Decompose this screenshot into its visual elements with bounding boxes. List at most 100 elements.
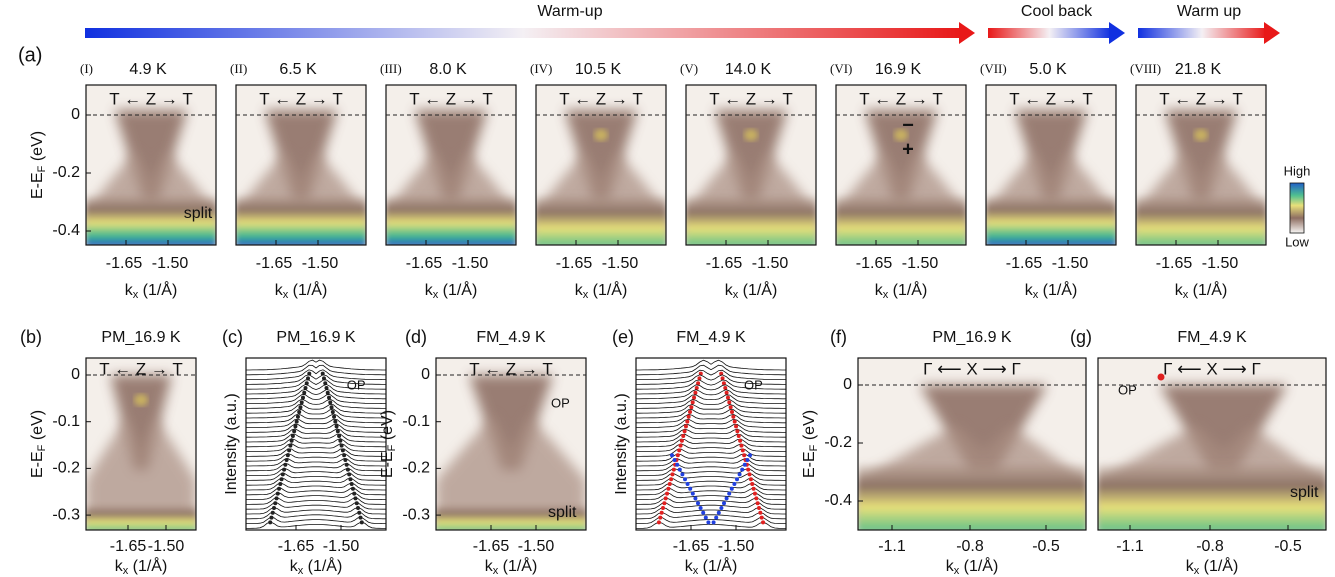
x-tick-label: -1.50 xyxy=(452,255,489,272)
peak-marker xyxy=(742,453,747,458)
band-v xyxy=(564,110,638,200)
annotation: + xyxy=(902,138,914,160)
peak-marker xyxy=(335,429,340,434)
spectrum-curve xyxy=(246,516,386,524)
peak-marker xyxy=(692,395,697,400)
frame xyxy=(835,84,967,246)
spectrum-curve xyxy=(636,418,786,428)
x-tick-label: -1.50 xyxy=(1052,255,1089,272)
spectrum-curve xyxy=(636,403,786,414)
peak-marker xyxy=(754,496,759,501)
peak-marker xyxy=(661,506,665,510)
peak-marker xyxy=(714,515,719,520)
x-tick-label: -0.5 xyxy=(1274,538,1302,555)
peak-marker xyxy=(274,496,279,501)
peak-marker xyxy=(347,472,352,477)
spectrum-image xyxy=(686,85,816,245)
spectrum-image xyxy=(836,85,966,245)
spectrum-curve xyxy=(246,408,386,419)
peak-marker xyxy=(321,376,326,381)
y-axis-label: E-EF (eV) xyxy=(29,131,48,199)
band-outer xyxy=(86,415,196,530)
spectrum-curve xyxy=(246,467,386,476)
label-sub: F xyxy=(36,444,48,451)
peak-marker xyxy=(279,477,284,482)
band-v xyxy=(1164,110,1238,200)
peak-marker xyxy=(685,419,690,424)
label-main: E-E xyxy=(801,451,818,478)
peak-marker xyxy=(338,438,343,443)
label-main: k xyxy=(875,282,884,299)
label-main: E-E xyxy=(379,451,396,478)
label-unit: (1/Å) xyxy=(959,556,998,575)
temperature: 16.9 K xyxy=(875,61,922,78)
peak-marker xyxy=(672,458,677,462)
spectrum-curve xyxy=(246,423,386,433)
label-main: k xyxy=(125,282,134,299)
spectrum-curve xyxy=(246,413,386,424)
label-unit: (eV) xyxy=(379,410,396,445)
x-axis-label: kx (1/Å) xyxy=(290,556,343,577)
label-unit: (1/Å) xyxy=(128,556,167,575)
spectrum-curve xyxy=(636,379,786,390)
frame xyxy=(235,84,367,246)
panel-letter: (f) xyxy=(830,327,847,347)
temperature: 6.5 K xyxy=(279,61,317,78)
spectrum-curve xyxy=(636,369,786,380)
op-marker xyxy=(1157,373,1165,381)
spectrum-curve xyxy=(636,502,786,510)
label-main: k xyxy=(1175,282,1184,299)
y-tick-label: -0.3 xyxy=(52,506,80,523)
direction: T ← Z → T xyxy=(259,89,342,108)
peak-marker xyxy=(295,414,300,419)
direction: Γ ⟵ X ⟶ Γ xyxy=(923,359,1021,378)
peak-marker xyxy=(302,390,307,395)
intense-band xyxy=(836,193,966,245)
x-axis-label: kx (1/Å) xyxy=(725,280,778,301)
spectrum-curve xyxy=(636,413,786,424)
label-main: k xyxy=(115,558,124,575)
annotation: OP xyxy=(744,377,763,392)
frame xyxy=(245,357,387,531)
band-v xyxy=(1014,110,1088,200)
spectrum-curve xyxy=(636,492,786,500)
spectrum-image xyxy=(86,85,216,245)
peak-marker xyxy=(329,405,334,410)
spectrum-image xyxy=(86,358,196,530)
label-unit: (1/Å) xyxy=(888,280,927,299)
spectrum-curve xyxy=(246,438,386,448)
band-bottom xyxy=(744,129,758,141)
annotation: − xyxy=(902,114,914,136)
peak-marker xyxy=(289,438,294,443)
band-bottom xyxy=(1194,129,1208,141)
frame xyxy=(985,84,1117,246)
spectrum-curve xyxy=(636,458,786,467)
temperature: 10.5 K xyxy=(575,61,622,78)
spectrum-curve xyxy=(246,398,386,409)
peak-marker xyxy=(731,414,736,419)
peak-marker xyxy=(343,458,348,462)
direction: T ← Z → T xyxy=(99,359,182,378)
y-tick-label: 0 xyxy=(843,376,852,393)
spectrum-curve xyxy=(246,482,386,491)
label-sub: x xyxy=(123,565,129,577)
peak-marker xyxy=(742,462,747,467)
peak-marker xyxy=(659,510,664,515)
peak-marker xyxy=(303,386,308,390)
peak-marker xyxy=(671,467,676,472)
peak-marker xyxy=(669,477,674,482)
peak-marker xyxy=(730,410,734,414)
intense-band xyxy=(86,504,196,530)
label-sub: x xyxy=(883,289,889,301)
spectrum-image xyxy=(1098,358,1326,530)
band-v xyxy=(264,110,338,200)
label-unit: (1/Å) xyxy=(303,556,342,575)
label-sub: x xyxy=(1194,565,1200,577)
peak-marker xyxy=(349,482,354,486)
spectrum-curve xyxy=(246,511,386,520)
panel-letter: (a) xyxy=(18,44,42,66)
peak-marker xyxy=(736,434,741,438)
y-axis-label: E-EF (eV) xyxy=(29,410,48,478)
direction: T ← Z → T xyxy=(409,89,492,108)
